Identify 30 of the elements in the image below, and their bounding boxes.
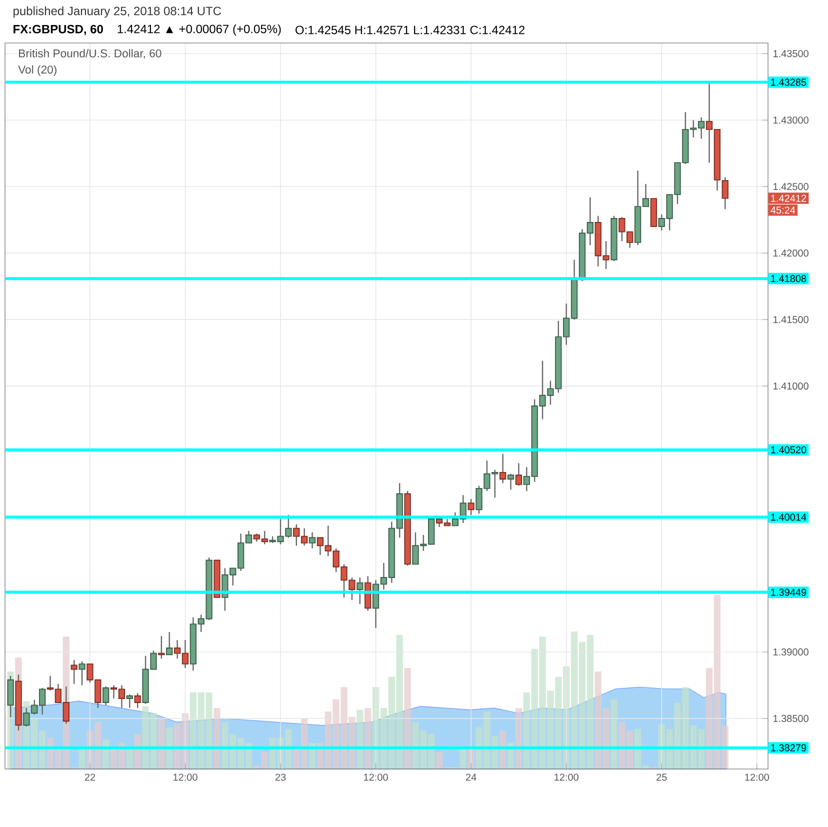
text: 45:24 xyxy=(770,206,796,214)
text: FX:GBPUSD, 60 xyxy=(14,24,103,36)
x-tick-label: 12:00 xyxy=(745,774,769,781)
text: O:1.42545 H:1.42571 L:1.42331 C:1.42412 xyxy=(296,26,524,34)
ref-line-label: 1.40520 xyxy=(771,446,806,454)
text: published January 25, 2018 08:14 UTC xyxy=(14,6,222,18)
y-tick-label: 1.42000 xyxy=(773,250,808,257)
y-tick-label: 1.43000 xyxy=(773,116,808,124)
text: 1.42412 xyxy=(771,194,806,202)
x-tick-label: 24 xyxy=(466,774,476,781)
chart-title: Vol (20) xyxy=(18,65,56,76)
x-tick-label: 12:00 xyxy=(173,774,198,781)
x-tick-label: 12:00 xyxy=(554,774,578,781)
ref-line-label: 1.39449 xyxy=(771,588,806,596)
y-tick-label: 1.41500 xyxy=(773,316,808,324)
text: 1.42412 ▲ +0.00067 (+0.05%) xyxy=(118,24,281,36)
x-tick-label: 23 xyxy=(275,774,286,781)
x-tick-label: 22 xyxy=(84,774,96,781)
y-tick-label: 1.42500 xyxy=(773,183,808,190)
y-tick-label: 1.43500 xyxy=(773,50,808,58)
y-tick-label: 1.38500 xyxy=(773,714,808,722)
ref-line-label: 1.43285 xyxy=(771,78,806,86)
ref-line-label: 1.41808 xyxy=(771,275,806,282)
x-tick-label: 25 xyxy=(656,774,667,781)
y-tick-label: 1.39000 xyxy=(773,648,808,656)
y-tick-label: 1.41000 xyxy=(773,382,808,390)
ref-line-label: 1.40014 xyxy=(771,514,806,521)
x-tick-label: 12:00 xyxy=(364,774,388,781)
chart-title: British Pound/U.S. Dollar, 60 xyxy=(19,49,162,59)
ref-line-label: 1.38279 xyxy=(771,744,806,752)
